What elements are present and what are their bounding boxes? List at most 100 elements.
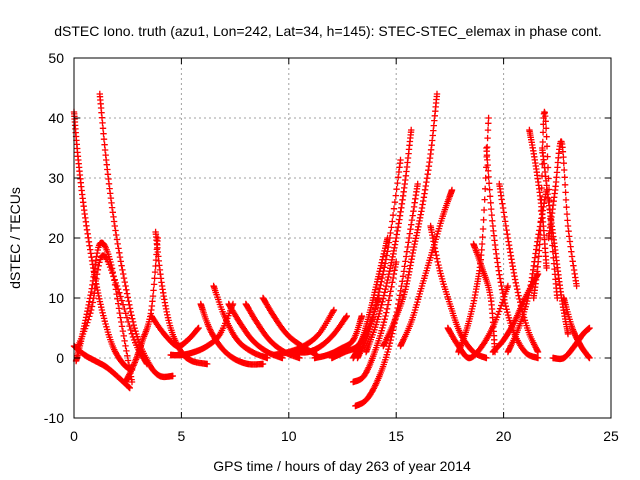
data-point <box>117 293 124 300</box>
data-point <box>517 302 525 309</box>
data-point <box>503 306 510 313</box>
data-point <box>99 309 106 316</box>
data-point <box>378 259 385 266</box>
data-point <box>535 253 542 260</box>
data-point <box>484 161 491 169</box>
data-point <box>484 126 492 134</box>
data-point <box>478 240 486 248</box>
series-arc-24 <box>380 90 441 350</box>
data-point <box>378 327 385 334</box>
x-tick-label: 25 <box>603 428 619 444</box>
data-point <box>100 315 108 322</box>
data-point <box>537 227 544 234</box>
data-point <box>514 286 521 293</box>
data-point <box>498 196 505 203</box>
data-point <box>127 308 134 316</box>
data-point <box>377 262 385 269</box>
data-point <box>397 208 404 215</box>
data-point <box>100 312 107 319</box>
data-point <box>131 325 138 332</box>
data-point <box>524 297 531 305</box>
series-arc-17 <box>311 312 365 362</box>
data-point <box>409 212 416 219</box>
data-point <box>517 299 524 306</box>
data-point <box>112 227 119 234</box>
data-point <box>566 233 573 240</box>
data-point <box>112 279 119 287</box>
data-point <box>119 301 127 308</box>
data-point <box>499 200 506 207</box>
data-point <box>543 264 550 272</box>
data-point <box>523 300 530 308</box>
data-point <box>126 384 133 392</box>
data-point <box>479 225 487 233</box>
data-point <box>113 282 121 290</box>
data-point <box>93 275 100 283</box>
data-point <box>396 292 404 299</box>
data-point <box>86 242 93 249</box>
data-point <box>119 266 126 274</box>
data-point <box>534 354 542 362</box>
data-point <box>169 372 176 380</box>
data-point <box>124 357 132 364</box>
data-point <box>195 324 202 332</box>
data-point <box>87 310 94 317</box>
series-arc-10 <box>197 300 267 368</box>
data-point <box>586 354 593 362</box>
data-point <box>264 354 271 362</box>
data-point <box>566 238 574 245</box>
data-point <box>121 305 128 313</box>
data-point <box>91 290 98 297</box>
data-point <box>499 289 507 297</box>
data-point <box>101 318 108 325</box>
data-point <box>116 309 123 317</box>
data-point <box>96 298 104 305</box>
data-point <box>114 286 122 293</box>
data-point <box>417 211 424 218</box>
data-point <box>385 346 392 353</box>
data-point <box>102 320 109 328</box>
data-point <box>150 281 158 288</box>
data-point <box>132 328 139 335</box>
chart-title: dSTEC Iono. truth (azu1, Lon=242, Lat=34… <box>54 23 601 39</box>
data-point <box>89 299 96 306</box>
data-point <box>560 153 567 161</box>
data-point <box>499 204 507 212</box>
data-point <box>122 342 129 350</box>
data-point <box>87 250 94 257</box>
data-point <box>494 311 502 318</box>
data-point <box>537 218 544 225</box>
data-point <box>126 371 133 378</box>
data-point <box>482 174 489 182</box>
data-point <box>502 222 510 230</box>
data-point <box>385 297 392 304</box>
data-point <box>98 304 105 311</box>
data-point <box>80 328 88 335</box>
series-arc-35 <box>530 108 561 302</box>
data-point <box>105 261 113 268</box>
data-point <box>120 270 127 278</box>
x-tick-label: 0 <box>70 428 78 444</box>
data-point <box>515 292 522 299</box>
data-point <box>480 216 487 224</box>
data-point <box>123 347 130 355</box>
data-layer <box>70 90 593 410</box>
data-point <box>119 327 127 335</box>
data-point <box>479 233 486 241</box>
data-point <box>122 282 129 290</box>
data-point <box>121 337 128 345</box>
series-arc-22 <box>354 156 404 362</box>
data-point <box>436 264 443 272</box>
data-point <box>114 240 121 248</box>
data-point <box>94 266 102 273</box>
data-point <box>259 360 267 368</box>
data-point <box>534 348 542 356</box>
x-tick-label: 10 <box>281 428 297 444</box>
data-point <box>539 138 546 146</box>
data-point <box>120 274 128 282</box>
data-point <box>375 288 383 296</box>
data-point <box>368 317 376 324</box>
data-point <box>108 266 115 274</box>
data-point <box>81 325 89 332</box>
data-point <box>393 186 400 193</box>
